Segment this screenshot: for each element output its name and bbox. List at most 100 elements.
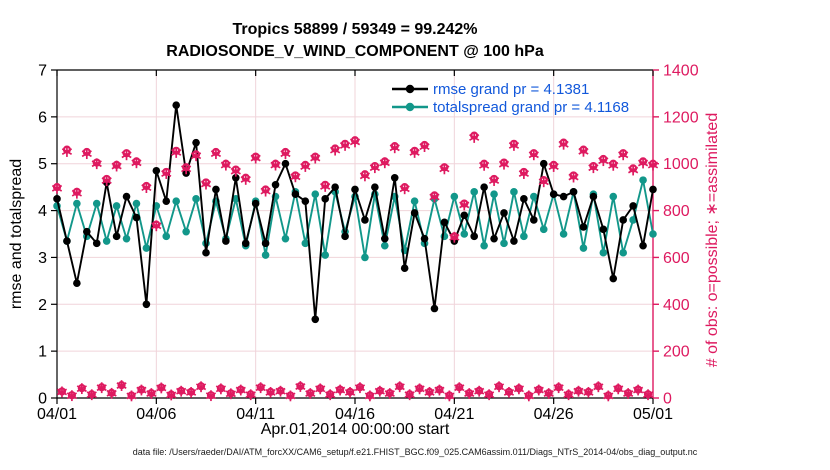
- assimilated-obs-synoptic-marker: [181, 165, 192, 173]
- data-file-path: data file: /Users/raeder/DAI/ATM_forcXX/…: [132, 447, 698, 457]
- assimilated-obs-offsynoptic-marker: [533, 386, 544, 394]
- totalspread-marker: [281, 234, 290, 243]
- assimilated-obs-synoptic-marker: [240, 175, 251, 183]
- rmse-marker: [589, 192, 598, 201]
- assimilated-obs-offsynoptic-marker: [632, 386, 644, 394]
- assimilated-obs-offsynoptic-marker: [76, 385, 87, 393]
- assimilated-obs-synoptic-marker: [101, 177, 112, 185]
- totalspread-marker: [172, 197, 180, 205]
- totalspread-line-marker-icon: [392, 102, 428, 112]
- assimilated-obs-synoptic-marker: [230, 167, 241, 175]
- assimilated-obs-offsynoptic-marker: [225, 390, 236, 398]
- assimilated-obs-synoptic-marker: [618, 151, 629, 159]
- totalspread-marker: [510, 188, 518, 196]
- assimilated-obs-offsynoptic-marker: [255, 384, 266, 392]
- rmse-marker: [510, 237, 518, 245]
- assimilated-obs-offsynoptic-marker: [553, 384, 564, 392]
- rmse-marker: [321, 195, 330, 203]
- assimilated-obs-offsynoptic-marker: [344, 388, 356, 396]
- assimilated-obs-offsynoptic-marker: [583, 388, 594, 396]
- rmse-marker: [470, 232, 479, 241]
- rmse-marker: [162, 197, 171, 205]
- assimilated-obs-offsynoptic-marker: [523, 392, 534, 400]
- assimilated-obs-synoptic-marker: [290, 173, 301, 181]
- assimilated-obs-synoptic-marker: [111, 162, 122, 170]
- assimilated-obs-offsynoptic-marker: [483, 391, 495, 399]
- rmse-marker: [549, 190, 558, 198]
- rmse-marker: [579, 223, 588, 231]
- assimilated-obs-synoptic-marker: [379, 159, 390, 167]
- y-left-tick-label: 5: [38, 156, 47, 173]
- rmse-marker: [410, 209, 419, 217]
- rmse-marker: [490, 234, 498, 243]
- rmse-marker: [63, 237, 71, 245]
- assimilated-obs-synoptic-marker: [81, 150, 92, 158]
- assimilated-obs-offsynoptic-marker: [444, 392, 455, 400]
- assimilated-obs-offsynoptic-marker: [245, 391, 256, 399]
- assimilated-obs-offsynoptic-marker: [176, 387, 187, 395]
- rmse-marker: [460, 211, 469, 220]
- rmse-marker: [132, 213, 141, 222]
- totalspread-marker: [301, 239, 310, 248]
- totalspread-marker: [480, 241, 488, 250]
- rmse-marker: [609, 274, 618, 283]
- assimilated-obs-offsynoptic-marker: [434, 386, 445, 394]
- totalspread-marker: [500, 239, 508, 248]
- assimilated-obs-synoptic-marker: [151, 222, 162, 230]
- assimilated-obs-synoptic-marker: [429, 193, 440, 201]
- assimilated-obs-offsynoptic-marker: [394, 383, 405, 391]
- rmse-marker: [192, 138, 200, 147]
- assimilated-obs-offsynoptic-marker: [454, 384, 465, 392]
- rmse-marker: [390, 173, 399, 182]
- rmse-marker: [202, 248, 210, 257]
- y-right-tick-label: 1400: [663, 63, 699, 80]
- assimilated-obs-synoptic-marker: [409, 149, 420, 156]
- rmse-marker: [361, 216, 369, 224]
- x-tick-label: 04/01: [37, 406, 77, 423]
- rmse-marker: [53, 195, 61, 203]
- rmse-marker: [92, 239, 101, 248]
- y-right-tick-label: 1200: [663, 109, 699, 126]
- assimilated-obs-synoptic-marker: [538, 178, 549, 186]
- y-right-tick-label: 200: [663, 344, 690, 361]
- assimilated-obs-offsynoptic-marker: [146, 390, 157, 397]
- assimilated-obs-synoptic-marker: [171, 149, 182, 156]
- rmse-marker: [331, 183, 339, 191]
- assimilated-obs-offsynoptic-marker: [613, 385, 624, 393]
- assimilated-obs-synoptic-marker: [300, 163, 311, 170]
- assimilated-obs-offsynoptic-marker: [334, 386, 346, 394]
- figure-title: Tropics 58899 / 59349 = 99.242%: [232, 21, 478, 38]
- rmse-marker: [241, 239, 250, 248]
- assimilated-obs-offsynoptic-marker: [325, 391, 336, 399]
- rmse-marker: [172, 101, 180, 109]
- assimilated-obs-synoptic-marker: [389, 144, 400, 152]
- legend-item-totalspread: totalspread grand pr = 4.1168: [391, 98, 629, 116]
- rmse-marker: [381, 234, 389, 243]
- assimilated-obs-synoptic-marker: [131, 159, 142, 167]
- assimilated-obs-offsynoptic-marker: [116, 382, 127, 390]
- totalspread-marker: [92, 199, 101, 208]
- assimilated-obs-synoptic-marker: [280, 150, 291, 158]
- totalspread-marker: [599, 248, 608, 257]
- assimilated-obs-offsynoptic-marker: [185, 388, 197, 396]
- x-tick-label: 04/11: [236, 406, 275, 423]
- assimilated-obs-synoptic-marker: [608, 161, 619, 169]
- y-left-tick-label: 4: [38, 203, 47, 220]
- assimilated-obs-offsynoptic-marker: [384, 390, 395, 397]
- assimilated-obs-synoptic-marker: [459, 201, 470, 209]
- assimilated-obs-synoptic-marker: [51, 184, 63, 192]
- assimilated-obs-offsynoptic-marker: [414, 385, 425, 393]
- figure-subtitle: RADIOSONDE_V_WIND_COMPONENT @ 100 hPa: [166, 43, 544, 60]
- assimilated-obs-offsynoptic-marker: [623, 390, 634, 397]
- assimilated-obs-synoptic-marker: [449, 233, 460, 241]
- assimilated-obs-offsynoptic-marker: [642, 391, 654, 399]
- assimilated-obs-synoptic-marker: [469, 134, 480, 141]
- totalspread-marker: [559, 230, 568, 238]
- totalspread-marker: [410, 197, 419, 205]
- legend-label-rmse: rmse grand pr = 4.1381: [433, 80, 590, 98]
- rmse-marker: [232, 173, 240, 182]
- totalspread-marker: [182, 227, 190, 236]
- x-tick-label: 05/01: [633, 406, 673, 423]
- assimilated-obs-synoptic-marker: [518, 170, 529, 177]
